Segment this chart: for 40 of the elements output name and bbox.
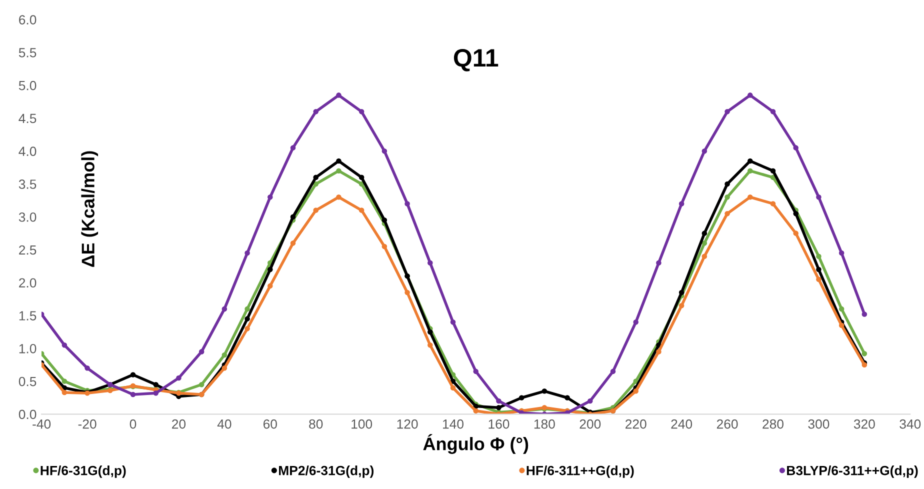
y-tick-label: 1.5	[19, 311, 36, 320]
x-axis-title: Ángulo Φ (°)	[423, 434, 528, 454]
y-tick-label: 4.0	[18, 146, 36, 156]
y-tick-label: 6.0	[19, 15, 36, 24]
y-tick-label: 4.5	[18, 114, 36, 124]
x-tick-label: 120	[397, 419, 418, 429]
x-tick-label: -40	[32, 419, 51, 429]
legend-label: HF/6-31G(d,p)	[40, 466, 126, 478]
x-tick-label: -20	[78, 419, 96, 429]
x-tick-label: 260	[716, 419, 738, 429]
x-tick-label: 280	[762, 419, 784, 429]
x-tick-label: 140	[443, 419, 464, 429]
legend-label: MP2/6-31G(d,p)	[279, 466, 374, 478]
legend-label: HF/6-311++G(d,p)	[526, 466, 634, 478]
y-tick-label: 0.5	[18, 376, 36, 386]
y-tick-label: 2.0	[19, 278, 36, 288]
x-tick-label: 100	[352, 419, 372, 429]
x-tick-label: 180	[534, 419, 555, 429]
y-axis-title: ΔE (Kcal/mol)	[81, 151, 98, 267]
x-tick-label: 20	[172, 419, 186, 429]
x-tick-label: 340	[900, 419, 921, 429]
x-tick-label: 200	[580, 419, 601, 429]
text: Q11	[454, 49, 498, 72]
y-tick-label: 5.5	[18, 48, 36, 58]
legend-label: B3LYP/6-311++G(d,p)	[787, 466, 918, 478]
x-tick-label: 60	[263, 419, 277, 429]
y-tick-label: 2.5	[19, 245, 36, 255]
x-tick-label: 320	[854, 419, 875, 429]
y-tick-label: 1.0	[19, 344, 36, 354]
x-tick-label: 40	[217, 419, 232, 429]
x-tick-label: 240	[671, 419, 692, 429]
x-tick-label: 0	[130, 419, 136, 429]
x-tick-label: 220	[626, 419, 646, 429]
y-tick-label: 0.0	[18, 410, 36, 420]
x-tick-label: 160	[488, 419, 510, 429]
y-tick-label: 3.0	[18, 212, 36, 222]
y-tick-label: 3.5	[18, 180, 36, 189]
x-tick-label: 300	[808, 419, 830, 429]
x-tick-label: 80	[309, 419, 323, 429]
y-tick-label: 5.0	[18, 80, 36, 90]
